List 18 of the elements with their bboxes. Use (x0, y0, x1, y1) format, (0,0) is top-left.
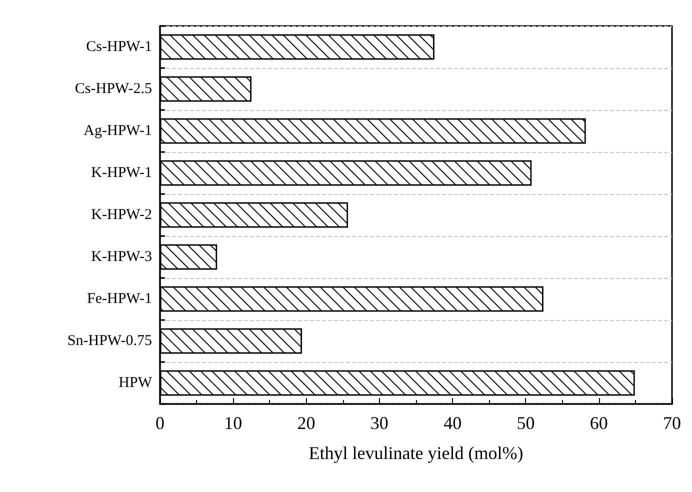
y-tick-label: K-HPW-2 (91, 207, 152, 223)
x-tick-label: 60 (590, 413, 608, 433)
y-tick-label: Cs-HPW-2.5 (74, 81, 152, 97)
x-tick-label: 50 (516, 413, 535, 433)
x-axis-title: Ethyl levulinate yield (mol%) (308, 443, 524, 463)
y-tick-label: Fe-HPW-1 (87, 291, 152, 307)
y-tick-label: Cs-HPW-1 (86, 39, 152, 55)
y-tick-label: K-HPW-3 (91, 249, 152, 265)
x-tick-label: 0 (156, 413, 164, 433)
x-tick-label: 70 (663, 413, 681, 433)
y-tick-label: K-HPW-1 (91, 165, 152, 181)
y-tick-label: Sn-HPW-0.75 (67, 333, 152, 349)
x-tick-label: 30 (370, 413, 388, 433)
y-tick-label: Ag-HPW-1 (84, 123, 152, 139)
x-tick-label: 20 (297, 413, 316, 433)
x-tick-label: 10 (224, 413, 242, 433)
x-tick-label: 40 (444, 413, 462, 433)
y-tick-label: HPW (118, 375, 153, 391)
